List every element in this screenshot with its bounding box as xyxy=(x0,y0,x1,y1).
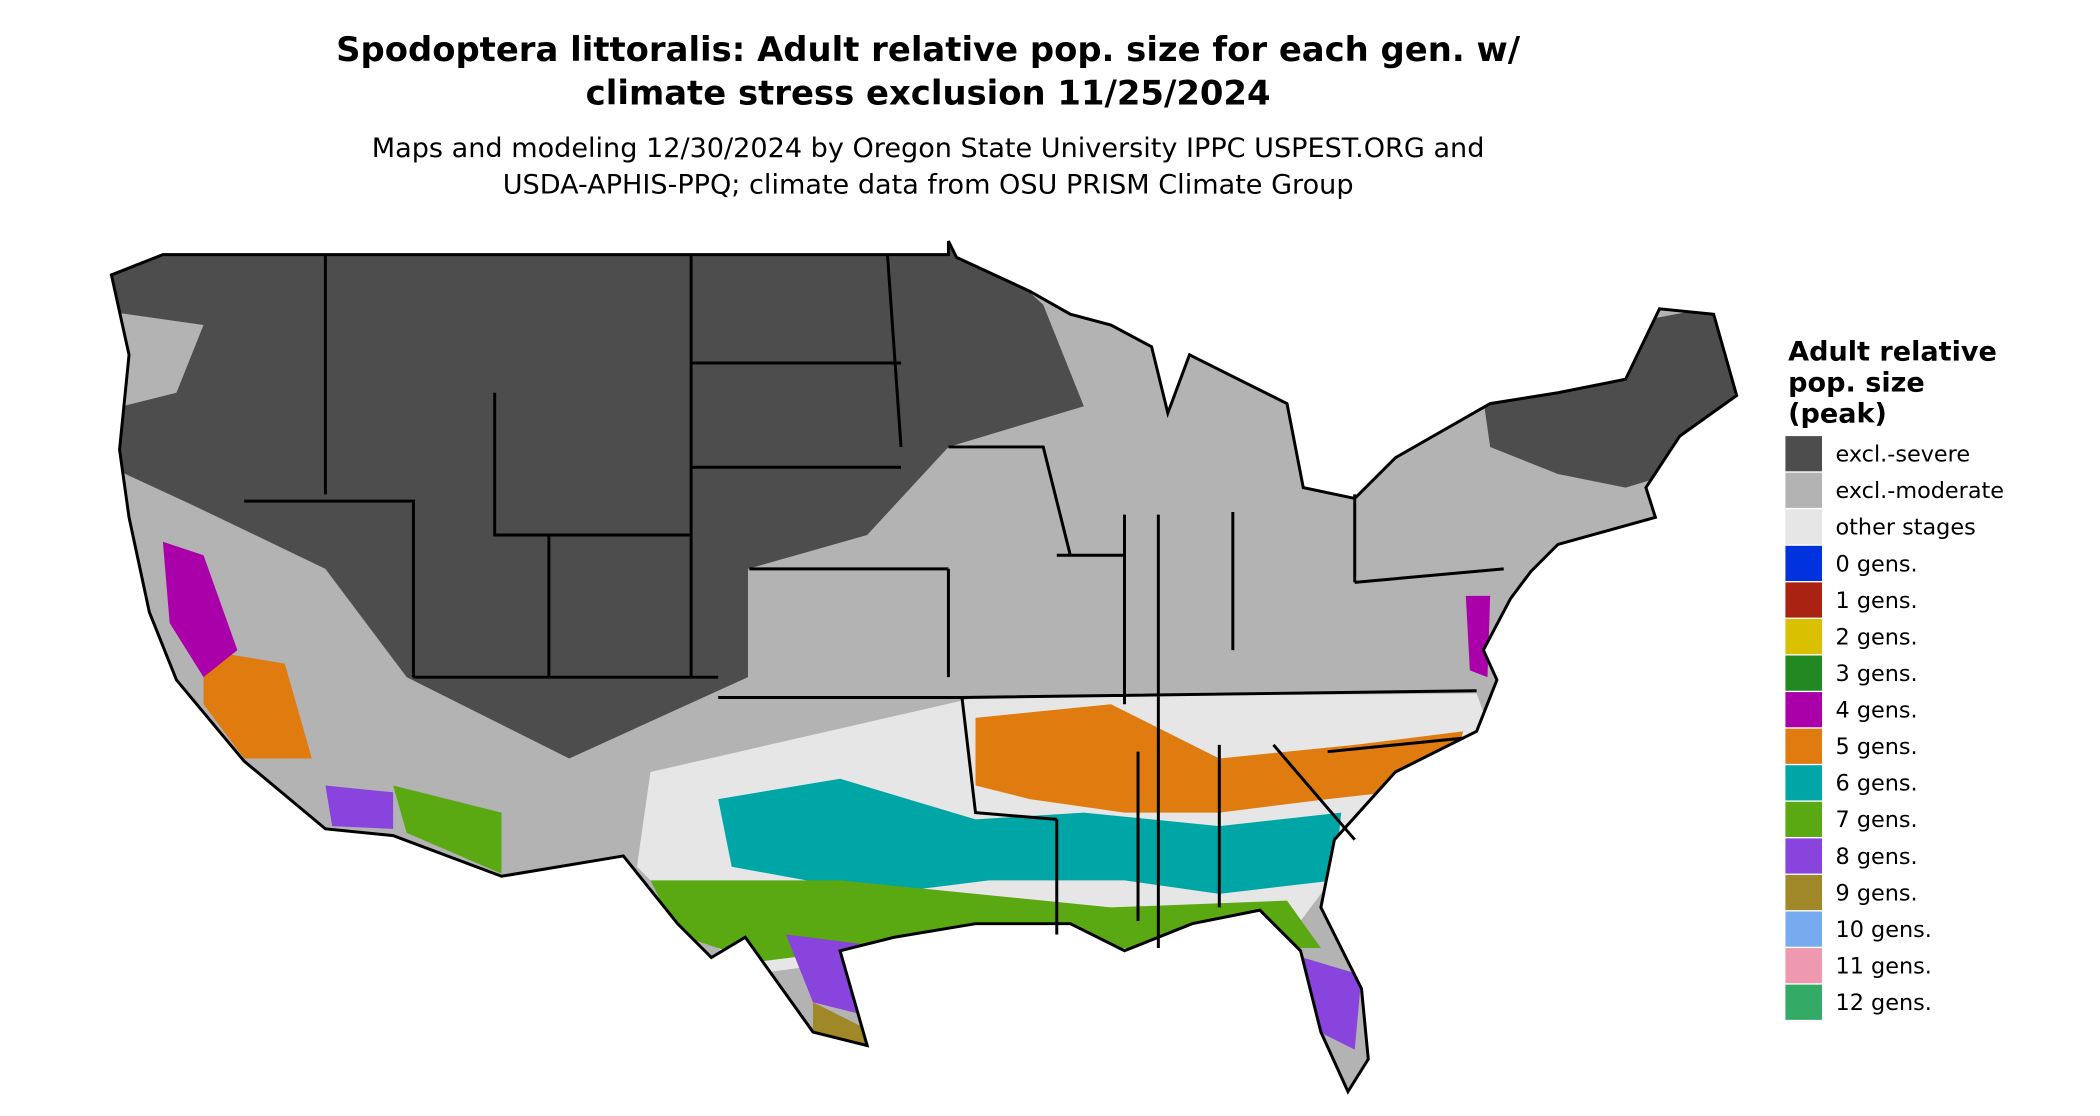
legend-label: excl.-severe xyxy=(1836,442,1971,468)
legend-label: 3 gens. xyxy=(1836,661,1918,687)
legend-label: 4 gens. xyxy=(1836,698,1918,724)
map-fill xyxy=(111,241,1737,1092)
legend-swatch xyxy=(1785,874,1822,911)
region xyxy=(718,778,1342,894)
legend-label: other stages xyxy=(1836,515,1976,541)
legend-label: 0 gens. xyxy=(1836,551,1918,577)
legend-label: 10 gens. xyxy=(1836,917,1932,943)
legend-swatch xyxy=(1785,801,1822,837)
legend-swatch xyxy=(1785,582,1822,618)
legend-title: pop. size xyxy=(1788,367,1925,398)
legend-swatch xyxy=(1785,436,1822,472)
region xyxy=(162,541,238,678)
legend-swatch xyxy=(1785,545,1822,582)
subtitle-line: Maps and modeling 12/30/2024 by Oregon S… xyxy=(372,133,1485,164)
legend-swatch xyxy=(1785,948,1822,984)
legend-label: 11 gens. xyxy=(1836,954,1932,980)
legend-swatch xyxy=(1785,765,1822,801)
legend-swatch xyxy=(1785,728,1822,764)
title-line: Spodoptera littoralis: Adult relative po… xyxy=(336,30,1521,69)
legend-swatch xyxy=(1785,655,1822,691)
subtitle-line: USDA-APHIS-PPQ; climate data from OSU PR… xyxy=(503,170,1354,201)
legend-swatch xyxy=(1785,618,1822,655)
legend-title: (peak) xyxy=(1788,399,1887,430)
legend-swatch xyxy=(1785,838,1822,874)
region xyxy=(393,785,502,874)
region xyxy=(203,650,312,759)
region xyxy=(1293,954,1362,1050)
legend-label: 8 gens. xyxy=(1836,844,1918,870)
legend-label: excl.-moderate xyxy=(1836,478,2004,504)
legend-title: Adult relative xyxy=(1788,336,1997,367)
legend-label: 2 gens. xyxy=(1836,624,1918,650)
legend-label: 9 gens. xyxy=(1836,880,1918,906)
state-borders xyxy=(109,239,1739,1094)
legend-swatch xyxy=(1785,472,1822,508)
legend-swatch xyxy=(1785,509,1822,545)
legend: Adult relative pop. size (peak) excl.-se… xyxy=(1785,336,2004,1020)
legend-label: 6 gens. xyxy=(1836,771,1918,797)
region xyxy=(1465,595,1491,678)
region xyxy=(325,785,394,829)
legend-swatch xyxy=(1785,692,1822,728)
legend-swatch xyxy=(1785,911,1822,947)
legend-label: 1 gens. xyxy=(1836,588,1918,614)
legend-label: 5 gens. xyxy=(1836,734,1918,760)
region xyxy=(111,311,204,407)
title-line: climate stress exclusion 11/25/2024 xyxy=(586,73,1271,112)
legend-swatch xyxy=(1785,984,1822,1020)
legend-label: 7 gens. xyxy=(1836,807,1918,833)
legend-label: 12 gens. xyxy=(1836,990,1932,1016)
